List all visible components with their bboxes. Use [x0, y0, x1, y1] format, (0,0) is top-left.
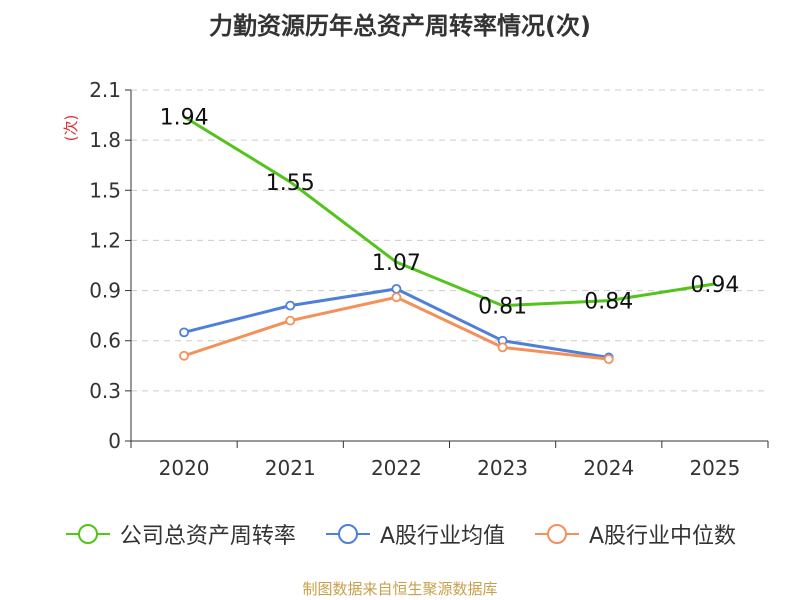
legend-marker-company: [65, 524, 110, 544]
legend-item-company[interactable]: 公司总资产周转率: [64, 518, 296, 550]
data-point: [391, 283, 402, 294]
legend-label-industry-median: A股行业中位数: [589, 524, 737, 549]
y-tick-label: 1.5: [89, 178, 121, 202]
legend-label-industry-mean: A股行业均值: [379, 524, 505, 549]
x-tick-label: 2020: [159, 456, 210, 480]
x-tick-label: 2022: [371, 456, 422, 480]
legend-marker-industry-median: [535, 524, 579, 544]
data-point: [285, 315, 296, 326]
data-point: [179, 327, 189, 338]
legend-item-industry-mean[interactable]: A股行业均值: [324, 518, 505, 550]
data-point: [497, 342, 508, 353]
data-point: [285, 300, 296, 311]
data-point: [391, 292, 402, 303]
legend-label-company: 公司总资产周转率: [119, 524, 296, 549]
y-tick-label: 2.1: [89, 78, 121, 102]
data-point: [603, 354, 614, 365]
chart-title: 力勤资源历年总资产周转率情况(次): [209, 12, 591, 40]
y-tick-label: 1.2: [89, 228, 121, 252]
legend: 公司总资产周转率 A股行业均值 A股行业中位数: [0, 518, 800, 550]
y-tick-label: 0: [108, 429, 121, 453]
x-tick-label: 2023: [477, 456, 528, 480]
data-label: 0.94: [690, 273, 739, 298]
series-line: [183, 115, 716, 308]
series-line: [183, 295, 609, 361]
data-label: 1.55: [266, 171, 315, 196]
x-tick-label: 2025: [689, 456, 740, 480]
y-tick-label: 0.3: [89, 379, 121, 403]
legend-item-industry-median[interactable]: A股行业中位数: [533, 518, 736, 550]
data-label: 1.94: [160, 106, 209, 131]
data-label: 0.84: [584, 290, 633, 315]
x-tick-label: 2021: [265, 456, 316, 480]
y-tick-label: 0.9: [89, 279, 121, 303]
data-label: 1.07: [372, 251, 421, 276]
source-note: 制图数据来自恒生聚源数据库: [302, 580, 498, 598]
legend-marker-industry-mean: [325, 524, 370, 544]
y-tick-label: 1.8: [89, 128, 121, 152]
y-axis-label: (次): [62, 115, 80, 142]
y-tick-label: 0.6: [89, 329, 121, 353]
data-point: [179, 350, 189, 361]
data-label: 0.81: [478, 295, 527, 320]
x-tick-label: 2024: [583, 456, 634, 480]
